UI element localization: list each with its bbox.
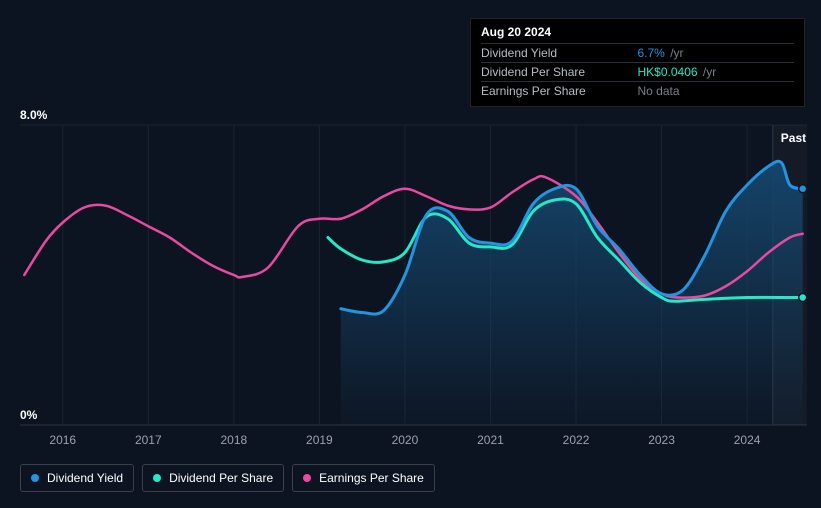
tooltip-rows: Dividend Yield6.7% /yrDividend Per Share…: [481, 43, 794, 100]
plot-area: [24, 161, 806, 425]
legend-dot-icon: [153, 474, 161, 482]
dividend-per-share-end-dot: [799, 294, 807, 302]
x-tick-label: 2018: [220, 433, 247, 447]
x-tick-label: 2021: [477, 433, 504, 447]
past-label: Past: [781, 131, 806, 145]
tooltip-date: Aug 20 2024: [481, 25, 794, 39]
x-tick-label: 2024: [734, 433, 761, 447]
y-axis-min: 0%: [20, 408, 37, 422]
tooltip-row-value: 6.7% /yr: [638, 46, 795, 60]
x-tick-label: 2016: [49, 433, 76, 447]
tooltip-row-label: Dividend Per Share: [481, 65, 638, 79]
legend-dot-icon: [31, 474, 39, 482]
tooltip-row-label: Dividend Yield: [481, 46, 638, 60]
x-tick-label: 2019: [306, 433, 333, 447]
tooltip-row-value: HK$0.0406 /yr: [638, 65, 795, 79]
legend-item[interactable]: Earnings Per Share: [292, 464, 435, 492]
tooltip-row: Dividend Yield6.7% /yr: [481, 43, 794, 62]
tooltip: Aug 20 2024 Dividend Yield6.7% /yrDivide…: [470, 18, 805, 107]
legend-label: Dividend Yield: [47, 471, 123, 485]
x-tick-label: 2017: [135, 433, 162, 447]
chart-container: Aug 20 2024 Dividend Yield6.7% /yrDivide…: [0, 0, 821, 508]
legend-item[interactable]: Dividend Per Share: [142, 464, 284, 492]
legend-label: Earnings Per Share: [319, 471, 424, 485]
x-tick-label: 2022: [563, 433, 590, 447]
tooltip-row-value: No data: [638, 84, 795, 98]
legend: Dividend Yield Dividend Per Share Earnings…: [20, 464, 435, 492]
x-tick-label: 2020: [392, 433, 419, 447]
dividend-yield-end-dot: [799, 185, 807, 193]
x-tick-label: 2023: [648, 433, 675, 447]
legend-item[interactable]: Dividend Yield: [20, 464, 134, 492]
tooltip-row: Dividend Per ShareHK$0.0406 /yr: [481, 62, 794, 81]
tooltip-row-label: Earnings Per Share: [481, 84, 638, 98]
tooltip-row: Earnings Per ShareNo data: [481, 81, 794, 100]
legend-dot-icon: [303, 474, 311, 482]
legend-label: Dividend Per Share: [169, 471, 273, 485]
y-axis-max: 8.0%: [20, 108, 47, 122]
